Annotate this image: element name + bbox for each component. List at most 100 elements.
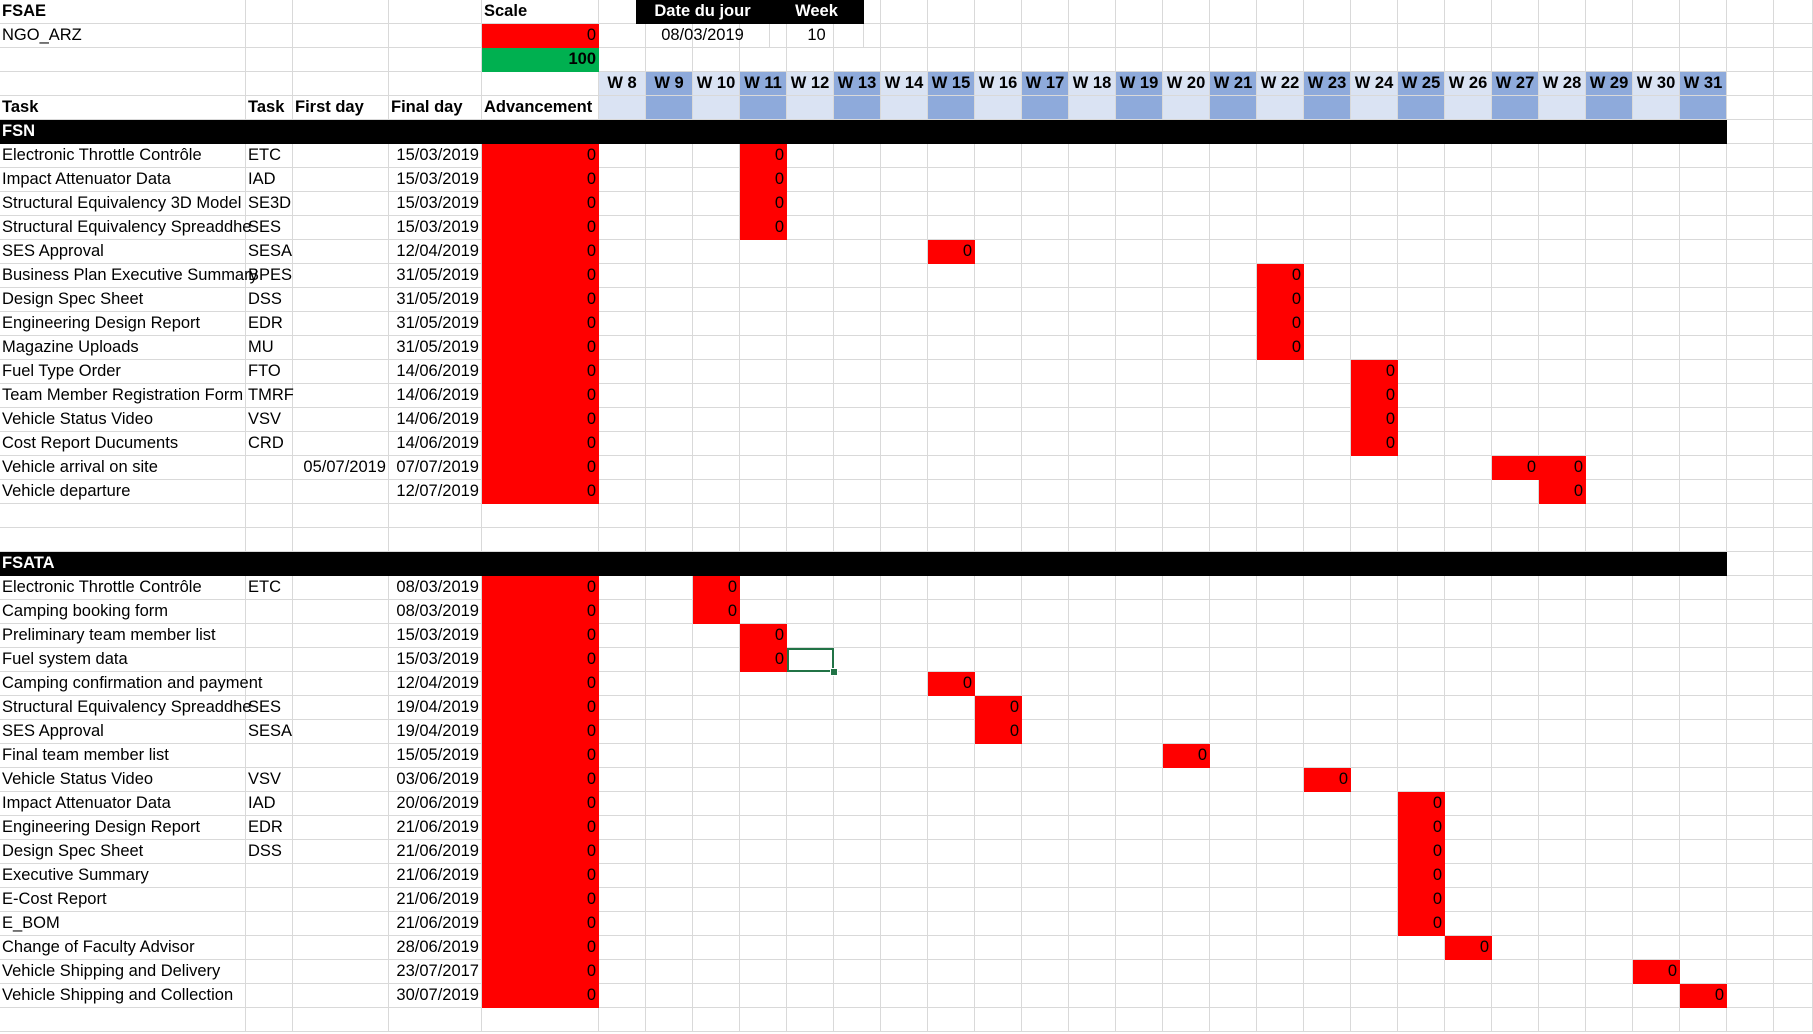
task-code[interactable] xyxy=(246,888,293,912)
task-name[interactable]: Vehicle Status Video xyxy=(0,408,246,432)
empty-cell[interactable] xyxy=(0,504,246,528)
task-code[interactable]: DSS xyxy=(246,840,293,864)
empty-cell[interactable] xyxy=(1351,240,1398,264)
empty-cell[interactable] xyxy=(1774,192,1813,216)
empty-cell[interactable] xyxy=(389,528,482,552)
empty-cell[interactable] xyxy=(646,408,693,432)
empty-cell[interactable] xyxy=(787,672,834,696)
week-header[interactable]: W 12 xyxy=(787,72,834,96)
empty-cell[interactable] xyxy=(1680,432,1727,456)
week-header[interactable]: W 28 xyxy=(1539,72,1586,96)
empty-cell[interactable] xyxy=(1492,912,1539,936)
empty-cell[interactable] xyxy=(928,576,975,600)
empty-cell[interactable] xyxy=(1022,984,1069,1008)
empty-cell[interactable] xyxy=(1680,288,1727,312)
empty-cell[interactable] xyxy=(1351,744,1398,768)
gantt-bar[interactable]: 0 xyxy=(1633,960,1680,984)
empty-cell[interactable] xyxy=(787,432,834,456)
empty-cell[interactable] xyxy=(1492,264,1539,288)
empty-cell[interactable] xyxy=(693,672,740,696)
week-header[interactable]: W 8 xyxy=(599,72,646,96)
first-day[interactable] xyxy=(293,672,389,696)
empty-cell[interactable] xyxy=(246,72,293,96)
empty-cell[interactable] xyxy=(834,696,881,720)
empty-cell[interactable] xyxy=(1398,672,1445,696)
empty-cell[interactable] xyxy=(1445,984,1492,1008)
task-code[interactable]: DSS xyxy=(246,288,293,312)
empty-cell[interactable] xyxy=(1398,936,1445,960)
gantt-bar[interactable]: 0 xyxy=(740,192,787,216)
empty-cell[interactable] xyxy=(1163,528,1210,552)
empty-cell[interactable] xyxy=(1210,336,1257,360)
empty-cell[interactable] xyxy=(1398,456,1445,480)
empty-cell[interactable] xyxy=(787,720,834,744)
empty-cell[interactable] xyxy=(1586,840,1633,864)
empty-cell[interactable] xyxy=(1539,1008,1586,1032)
final-day[interactable]: 15/03/2019 xyxy=(389,624,482,648)
empty-cell[interactable] xyxy=(1586,456,1633,480)
empty-cell[interactable] xyxy=(599,360,646,384)
empty-cell[interactable] xyxy=(928,912,975,936)
empty-cell[interactable] xyxy=(693,312,740,336)
empty-cell[interactable] xyxy=(1492,312,1539,336)
empty-cell[interactable] xyxy=(787,264,834,288)
empty-cell[interactable] xyxy=(1680,168,1727,192)
empty-cell[interactable] xyxy=(1257,696,1304,720)
empty-cell[interactable] xyxy=(740,600,787,624)
empty-cell[interactable] xyxy=(1727,144,1774,168)
empty-cell[interactable] xyxy=(1069,960,1116,984)
task-code[interactable]: SE3D xyxy=(246,192,293,216)
empty-cell[interactable] xyxy=(881,408,928,432)
empty-cell[interactable] xyxy=(1022,960,1069,984)
advancement-cell[interactable]: 0 xyxy=(482,912,599,936)
final-day[interactable]: 21/06/2019 xyxy=(389,840,482,864)
empty-cell[interactable] xyxy=(1492,144,1539,168)
empty-cell[interactable] xyxy=(1116,456,1163,480)
final-day[interactable]: 20/06/2019 xyxy=(389,792,482,816)
empty-cell[interactable] xyxy=(599,384,646,408)
task-name[interactable]: Structural Equivalency Spreaddhe xyxy=(0,696,251,720)
final-day[interactable]: 15/03/2019 xyxy=(389,168,482,192)
empty-cell[interactable] xyxy=(1351,144,1398,168)
empty-cell[interactable] xyxy=(1069,984,1116,1008)
empty-cell[interactable] xyxy=(1633,288,1680,312)
empty-cell[interactable] xyxy=(1727,720,1774,744)
empty-cell[interactable] xyxy=(834,672,881,696)
empty-cell[interactable] xyxy=(975,432,1022,456)
empty-cell[interactable] xyxy=(693,696,740,720)
empty-cell[interactable] xyxy=(1022,384,1069,408)
task-code[interactable] xyxy=(246,600,293,624)
empty-cell[interactable] xyxy=(834,384,881,408)
empty-cell[interactable] xyxy=(740,456,787,480)
empty-cell[interactable] xyxy=(1633,360,1680,384)
empty-cell[interactable] xyxy=(1492,720,1539,744)
empty-cell[interactable] xyxy=(1069,672,1116,696)
empty-cell[interactable] xyxy=(1680,456,1727,480)
empty-cell[interactable] xyxy=(787,192,834,216)
empty-cell[interactable] xyxy=(1210,216,1257,240)
empty-cell[interactable] xyxy=(1069,768,1116,792)
empty-cell[interactable] xyxy=(1069,360,1116,384)
empty-cell[interactable] xyxy=(1398,960,1445,984)
empty-cell[interactable] xyxy=(1445,264,1492,288)
gantt-bar[interactable]: 0 xyxy=(1351,360,1398,384)
empty-cell[interactable] xyxy=(0,528,246,552)
empty-cell[interactable] xyxy=(1022,816,1069,840)
empty-cell[interactable] xyxy=(1774,312,1813,336)
first-day[interactable] xyxy=(293,624,389,648)
empty-cell[interactable] xyxy=(1304,672,1351,696)
empty-cell[interactable] xyxy=(1680,864,1727,888)
empty-cell[interactable] xyxy=(1774,216,1813,240)
empty-cell[interactable] xyxy=(1351,600,1398,624)
gantt-bar[interactable]: 0 xyxy=(1398,816,1445,840)
empty-cell[interactable] xyxy=(1163,168,1210,192)
empty-cell[interactable] xyxy=(1774,744,1813,768)
first-day[interactable] xyxy=(293,792,389,816)
empty-cell[interactable] xyxy=(1680,912,1727,936)
empty-cell[interactable] xyxy=(881,216,928,240)
final-day[interactable]: 21/06/2019 xyxy=(389,864,482,888)
empty-cell[interactable] xyxy=(1633,792,1680,816)
empty-cell[interactable] xyxy=(1680,600,1727,624)
first-day[interactable] xyxy=(293,960,389,984)
empty-cell[interactable] xyxy=(1586,696,1633,720)
